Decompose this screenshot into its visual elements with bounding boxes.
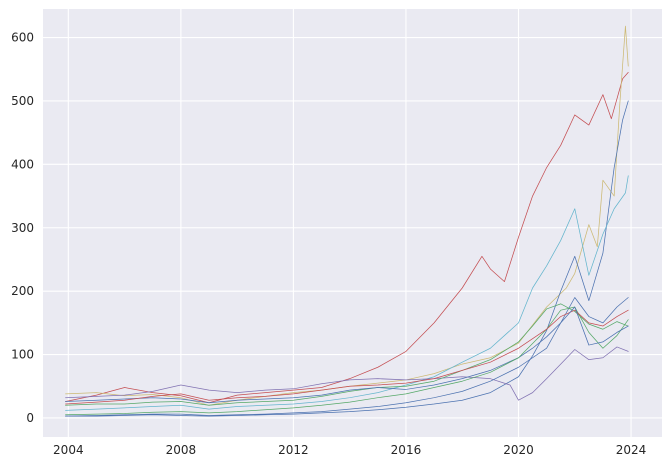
y-tick-label: 500 [11,94,34,108]
series-line-3 [65,100,629,417]
x-tick-label: 2020 [503,443,534,457]
x-tick-label: 2004 [53,443,84,457]
y-tick-label: 400 [11,157,34,171]
x-tick-label: 2012 [278,443,309,457]
y-tick-label: 0 [26,411,34,425]
y-tick-label: 100 [11,348,34,362]
series-line-6 [65,303,629,406]
series-line-5 [65,346,629,401]
x-tick-label: 2008 [166,443,197,457]
series-line-7 [65,297,629,404]
series-layer [65,25,629,417]
x-axis-ticks: 2004 2008 2012 2016 2020 2024 [53,443,646,457]
series-line-10 [65,306,629,417]
series-line-8 [65,306,629,416]
x-tick-label: 2024 [616,443,647,457]
plot-background [43,9,662,437]
series-line-1 [65,72,629,404]
y-tick-label: 200 [11,284,34,298]
x-tick-label: 2016 [391,443,422,457]
y-axis-ticks: 0 100 200 300 400 500 600 [11,31,34,425]
grid-layer [43,9,662,437]
y-tick-label: 600 [11,31,34,45]
y-tick-label: 300 [11,221,34,235]
